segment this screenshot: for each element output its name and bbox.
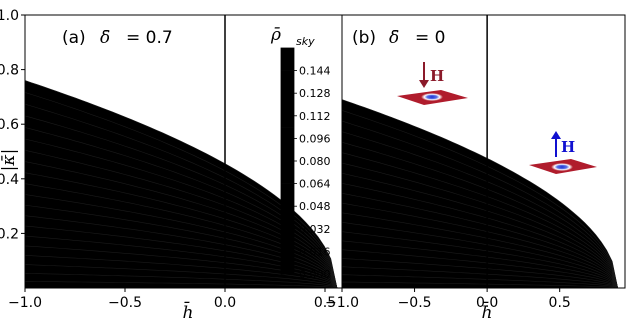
panel-a-contours xyxy=(25,80,338,288)
x-tick-label: 0.5 xyxy=(314,295,336,311)
y-tick-label: 0.8 xyxy=(0,63,19,79)
colorbar-swatch xyxy=(281,228,294,241)
contour-level-20 xyxy=(342,281,618,288)
colorbar-swatch xyxy=(281,81,294,94)
colorbar-tick-label: 0.064 xyxy=(299,178,331,191)
colorbar-tick-label: 0.000 xyxy=(299,268,331,281)
colorbar: ρ̄ sky 0.0000.0160.0320.0480.0640.0800.0… xyxy=(270,25,331,281)
colorbar-title-subscript: sky xyxy=(296,35,315,48)
panel-a-x-ticks: −1.0 −0.5 0.0 0.5 xyxy=(8,288,336,311)
colorbar-swatch xyxy=(281,262,294,275)
panel-a: −1.0 −0.5 0.0 0.5 0.2 0.4 0.6 0.8 1.0 (a) δ̄ = … xyxy=(0,8,346,323)
panel-b-contours xyxy=(342,99,619,288)
colorbar-swatch xyxy=(281,172,294,184)
panel-a-y-ticks: 0.2 0.4 0.6 0.8 1.0 xyxy=(0,8,25,242)
colorbar-swatch xyxy=(281,127,294,139)
panel-b-frame xyxy=(341,14,626,289)
y-tick-label: 0.2 xyxy=(0,226,19,242)
panel-a-title-value: = 0.7 xyxy=(126,28,173,48)
panel-a-title-symbol: δ̄ xyxy=(100,28,110,48)
colorbar-tick-label: 0.112 xyxy=(299,110,331,123)
colorbar-swatch xyxy=(281,206,294,218)
colorbar-title-base: ρ̄ xyxy=(270,25,281,45)
colorbar-swatch xyxy=(281,149,294,162)
colorbar-swatch xyxy=(281,59,294,71)
skyrmion-core-up xyxy=(551,163,573,171)
arrowhead-up-icon xyxy=(551,131,561,139)
inset-up-field-label: H xyxy=(561,138,575,156)
colorbar-tick-label: 0.016 xyxy=(299,245,331,258)
panel-b-x-axis-label: h̄ xyxy=(482,300,493,323)
x-tick-label: −1.0 xyxy=(325,295,359,311)
panel-b-title-value: = 0 xyxy=(415,28,445,48)
colorbar-tick-label: 0.032 xyxy=(299,223,331,236)
colorbar-tick-label: 0.128 xyxy=(299,87,331,100)
panel-b-title-symbol: δ̄ xyxy=(389,28,399,48)
colorbar-swatch xyxy=(281,70,294,83)
panel-a-x-axis-label: h̄ xyxy=(183,300,194,323)
colorbar-tick-label: 0.144 xyxy=(299,65,331,78)
panel-b-label: (b) xyxy=(352,28,376,48)
colorbar-swatch xyxy=(281,194,294,207)
x-tick-label: 0.0 xyxy=(476,295,498,311)
colorbar-swatch xyxy=(281,161,294,173)
panel-a-label: (a) xyxy=(62,28,86,48)
arrowhead-down-icon xyxy=(419,80,429,88)
x-tick-label: 0.0 xyxy=(214,295,236,311)
colorbar-swatch xyxy=(281,48,294,60)
skyrmion-core-down xyxy=(421,93,443,101)
inset-field-down: H xyxy=(397,62,468,105)
colorbar-tick-label: 0.048 xyxy=(299,200,331,213)
inset-down-field-label: H xyxy=(430,67,444,85)
y-tick-label: 0.4 xyxy=(0,172,19,188)
colorbar-swatch xyxy=(281,138,294,150)
colorbar-swatch xyxy=(281,183,294,196)
x-tick-label: −0.5 xyxy=(108,295,142,311)
colorbar-swatch xyxy=(281,217,294,230)
colorbar-swatch xyxy=(281,93,294,105)
inset-field-up: H xyxy=(529,131,597,174)
panel-b-x-ticks: −1.0 −0.5 0.0 0.5 xyxy=(325,288,571,311)
colorbar-swatches xyxy=(280,47,295,275)
x-tick-label: 0.5 xyxy=(549,295,571,311)
panel-b: −1.0 −0.5 0.0 0.5 (b) δ̄ = 0 h̄ H H xyxy=(325,14,626,323)
colorbar-tick-label: 0.096 xyxy=(299,132,331,145)
colorbar-swatch xyxy=(281,104,294,117)
colorbar-swatch xyxy=(281,240,294,252)
colorbar-swatch xyxy=(281,115,294,128)
y-tick-label: 1.0 xyxy=(0,8,19,24)
y-axis-label: |κ̄| xyxy=(0,149,19,172)
colorbar-ticks: 0.000 0.016 0.032 0.048 0.064 0.080 0.096 0.112… xyxy=(294,65,331,281)
colorbar-swatch xyxy=(281,251,294,263)
x-tick-label: −0.5 xyxy=(398,295,432,311)
x-tick-label: −1.0 xyxy=(8,295,42,311)
contour-level-20 xyxy=(25,281,338,288)
y-tick-label: 0.6 xyxy=(0,117,19,133)
colorbar-tick-label: 0.080 xyxy=(299,155,331,168)
